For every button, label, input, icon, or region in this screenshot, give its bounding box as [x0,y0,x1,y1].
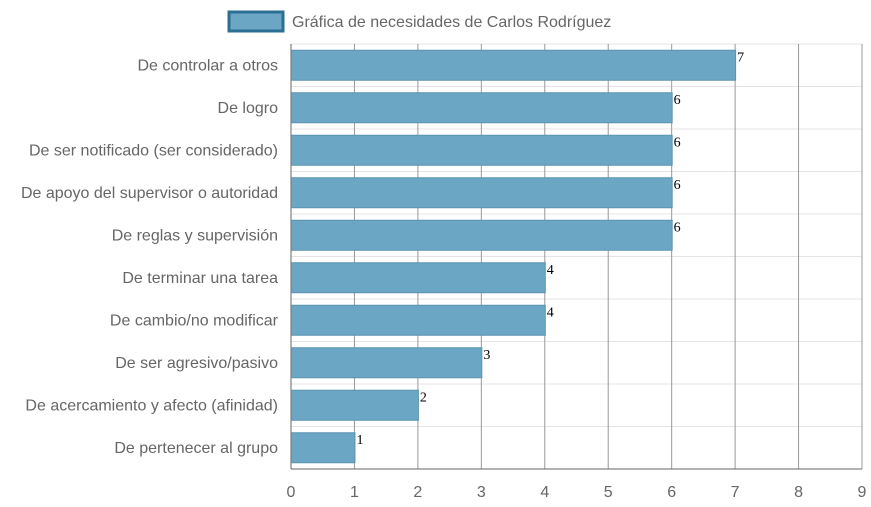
legend[interactable]: Gráfica de necesidades de Carlos Rodrígu… [227,10,611,33]
category-label: De logro [218,100,279,117]
data-label: 6 [674,93,681,108]
legend-label[interactable]: Gráfica de necesidades de Carlos Rodrígu… [292,14,611,31]
x-tick-label: 5 [604,484,613,501]
data-label: 2 [420,390,427,405]
bar[interactable] [291,177,673,209]
x-tick-label: 1 [350,484,359,501]
category-label: De ser notificado (ser considerado) [29,142,278,159]
data-label: 1 [356,433,363,448]
bars: 7 6 6 6 6 4 4 3 2 1 [291,49,744,464]
bar[interactable] [291,262,546,294]
category-label: De acercamiento y afecto (afinidad) [25,397,278,414]
category-label: De terminar una tarea [122,270,278,287]
x-tick-label: 2 [413,484,422,501]
category-label: De pertenecer al grupo [114,440,278,457]
category-label: De reglas y supervisión [112,227,278,244]
data-label: 3 [483,348,490,363]
bar[interactable] [291,304,546,336]
x-tick-label: 7 [731,484,740,501]
x-tick-label: 4 [540,484,549,501]
category-label: De controlar a otros [137,57,278,74]
x-tick-label: 8 [794,484,803,501]
category-label: De apoyo del supervisor o autoridad [21,185,278,202]
x-tick-label: 6 [667,484,676,501]
bar[interactable] [291,347,483,379]
x-tick-label: 9 [858,484,867,501]
legend-swatch[interactable] [227,10,285,33]
data-label: 4 [547,305,554,320]
category-label: De cambio/no modificar [110,312,279,329]
bar[interactable] [291,134,673,166]
bar[interactable] [291,219,673,251]
data-label: 7 [737,50,744,65]
data-label: 6 [674,135,681,150]
bar[interactable] [291,49,737,81]
x-tick-label: 3 [477,484,486,501]
category-label: De ser agresivo/pasivo [115,355,278,372]
x-tick-label: 0 [287,484,296,501]
bar[interactable] [291,92,673,124]
data-label: 6 [674,220,681,235]
data-label: 4 [547,263,554,278]
axes: 0 1 2 3 4 5 6 7 8 9 De controlar a otros De logro De… [21,57,867,501]
bar[interactable] [291,432,356,464]
data-label: 6 [674,178,681,193]
bar[interactable] [291,389,419,421]
